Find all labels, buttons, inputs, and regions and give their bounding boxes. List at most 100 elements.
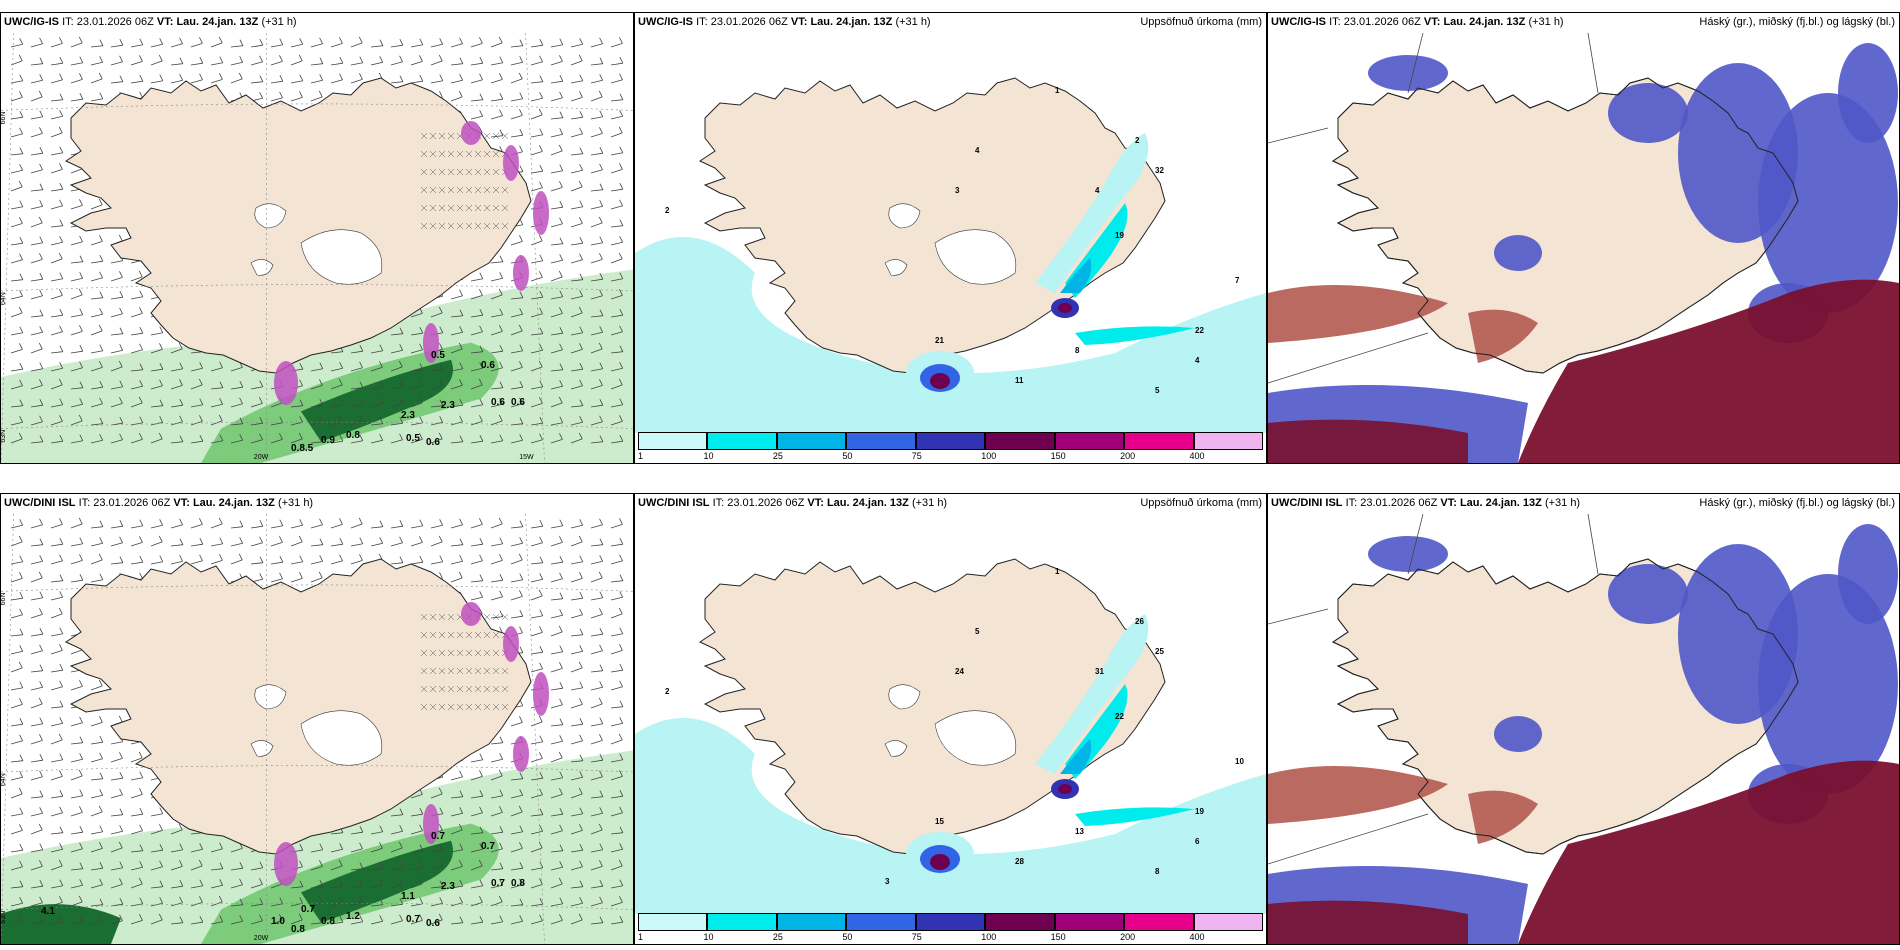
value-label: 0.8 [321,916,335,927]
value-label: 5 [975,627,980,636]
colorbar-label: 100 [981,932,997,942]
panel-r1c2: UWC/IG-IS IT: 23.01.2026 06Z VT: Lau. 24… [634,12,1267,464]
latitude-label: 63N [1,911,7,924]
latitude-label: 63N [1,430,7,443]
value-label: 1.2 [346,911,360,922]
value-label: 0.5 [431,350,445,361]
colorbar-swatch [1054,913,1125,931]
value-label: 25 [1155,647,1164,656]
panel-r1c1: UWC/IG-IS IT: 23.01.2026 06Z VT: Lau. 24… [0,12,634,464]
colorbar-label: 150 [1050,451,1066,461]
colorbar-label: 75 [911,932,922,942]
panel-title: UWC/IG-IS IT: 23.01.2026 06Z VT: Lau. 24… [4,16,297,28]
value-label: 3 [955,186,960,195]
colorbar-label: 10 [703,451,714,461]
colorbar-label: 1 [638,932,644,942]
colorbar-swatch [1193,913,1263,931]
colorbar-label: 10 [703,932,714,942]
value-label: 0.8 [291,924,305,935]
colorbar-swatch [1054,432,1125,450]
value-label: 4 [1195,356,1200,365]
colorbar-label: 100 [981,451,997,461]
colorbar-label: 200 [1120,451,1136,461]
value-label: 28 [1015,857,1024,866]
value-label: 0.8.5 [291,443,314,454]
value-label: 0.6 [426,918,440,929]
value-label: 1 [1055,567,1060,576]
value-label: 3 [885,877,890,886]
value-label: 5 [1155,386,1160,395]
panel-title: UWC/DINI ISL IT: 23.01.2026 06Z VT: Lau.… [638,497,948,509]
value-label: 2 [665,206,670,215]
colorbar-swatch [707,913,777,931]
precip-colorbar: 1 10 25 50 75 100 150 200 400 [638,913,1263,942]
longitude-label: 20W [254,935,269,942]
value-label: 0.8 [346,430,360,441]
value-label: 19 [1195,807,1204,816]
value-label: 22 [1115,712,1124,721]
value-label: 22 [1195,326,1204,335]
colorbar-swatch [985,432,1055,450]
colorbar-swatch [915,432,986,450]
value-label: 6 [1195,837,1200,846]
value-label: 26 [1135,617,1144,626]
value-label: 0.7 [406,914,420,925]
colorbar-swatch [776,432,847,450]
latitude-label: 64N [1,773,7,786]
wind-map: 66N 64N 63N 20W 15W 0.5 0.6 0.6 0.6 2.3 2.3 0.9 0.8 0… [1,33,633,463]
precip-colorbar: 1 10 25 50 75 100 150 200 400 [638,432,1263,461]
value-label: 10 [1235,757,1244,766]
value-label: 11 [1015,376,1024,385]
value-label: 32 [1155,166,1164,175]
panel-r1c3: UWC/IG-IS IT: 23.01.2026 06Z VT: Lau. 24… [1267,12,1900,464]
colorbar-swatch [1124,432,1194,450]
latitude-label: 64N [1,292,7,305]
colorbar-label: 200 [1120,932,1136,942]
value-label: 0.6 [491,397,505,408]
value-label: 2 [1135,136,1140,145]
panel-r2c1: UWC/DINI ISL IT: 23.01.2026 06Z VT: Lau.… [0,493,634,945]
colorbar-label: 25 [772,451,783,461]
value-label: 15 [935,817,944,826]
colorbar-label: 1 [638,451,644,461]
panel-r2c2: UWC/DINI ISL IT: 23.01.2026 06Z VT: Lau.… [634,493,1267,945]
panel-title: UWC/IG-IS IT: 23.01.2026 06Z VT: Lau. 24… [1271,16,1564,28]
colorbar-label: 150 [1050,932,1066,942]
longitude-label: 20W [254,454,269,461]
colorbar-label: 400 [1189,451,1205,461]
value-label: 7 [1235,276,1240,285]
wind-map: 66N 64N 63N 20W 0.7 0.7 0.8 0.7 1.1 2.3 0.8 1.2 0.7 0… [1,514,633,944]
panel-variable-title: Uppsöfnuð úrkoma (mm) [1140,497,1262,509]
colorbar-swatch [638,913,708,931]
value-label: 19 [1115,231,1124,240]
latitude-label: 66N [1,112,7,125]
colorbar-label: 75 [911,451,922,461]
colorbar-swatch [846,432,916,450]
value-label: 0.6 [426,437,440,448]
value-label: 0.6 [511,397,525,408]
cloud-map [1268,514,1899,944]
value-label: 0.7 [491,878,505,889]
value-label: 13 [1075,827,1084,836]
panel-title: UWC/DINI ISL IT: 23.01.2026 06Z VT: Lau.… [4,497,314,509]
panel-variable-title: Uppsöfnuð úrkoma (mm) [1140,16,1262,28]
value-label: 8 [1075,346,1080,355]
colorbar-swatch [707,432,777,450]
panel-variable-title: Háský (gr.), miðský (fj.bl.) og lágský (… [1699,16,1895,28]
panel-variable-title: Háský (gr.), miðský (fj.bl.) og lágský (… [1699,497,1895,509]
value-label: 2.3 [441,400,455,411]
colorbar-label: 400 [1189,932,1205,942]
panel-title: UWC/DINI ISL IT: 23.01.2026 06Z VT: Lau.… [1271,497,1581,509]
panel-title: UWC/IG-IS IT: 23.01.2026 06Z VT: Lau. 24… [638,16,931,28]
colorbar-swatch [1193,432,1263,450]
colorbar-swatch [638,432,708,450]
panel-r2c3: UWC/DINI ISL IT: 23.01.2026 06Z VT: Lau.… [1267,493,1900,945]
latitude-label: 66N [1,593,7,606]
colorbar-swatch [1124,913,1194,931]
value-label: 31 [1095,667,1104,676]
value-label: 4 [975,146,980,155]
value-label: 0.9 [321,435,335,446]
value-label: 8 [1155,867,1160,876]
value-label: 2 [665,687,670,696]
